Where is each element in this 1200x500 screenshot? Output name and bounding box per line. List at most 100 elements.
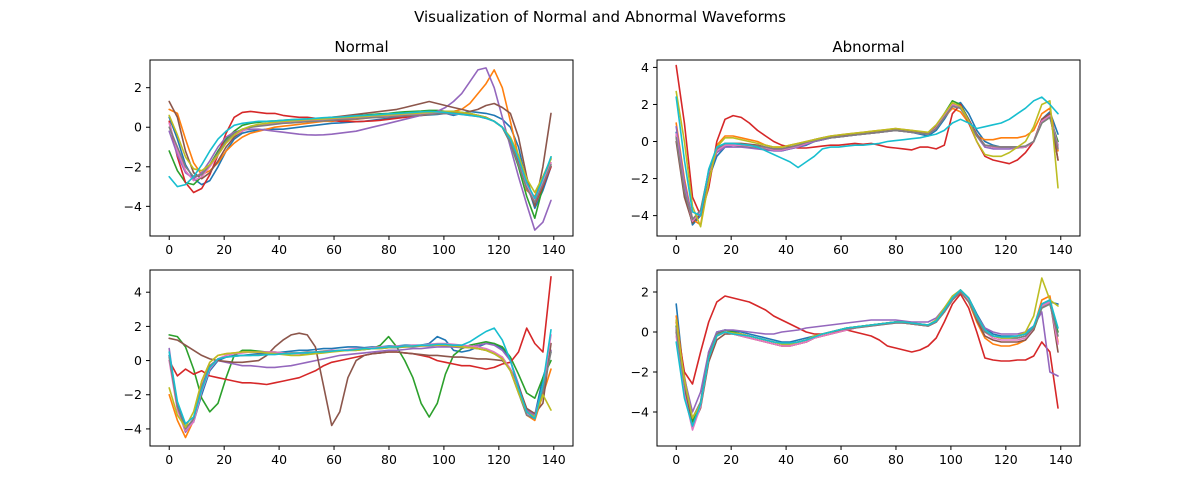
y-tick-label: −4 bbox=[631, 405, 649, 420]
x-tick-label: 120 bbox=[994, 242, 1018, 257]
x-tick-label: 120 bbox=[994, 452, 1018, 467]
x-tick-label: 40 bbox=[271, 242, 287, 257]
y-tick-label: −2 bbox=[124, 159, 142, 174]
series-line-9 bbox=[675, 90, 1059, 228]
axes-frame bbox=[149, 269, 574, 447]
series-line-5 bbox=[168, 342, 552, 434]
x-tick: 20 bbox=[216, 446, 232, 467]
x-tick: 120 bbox=[994, 236, 1018, 257]
x-tick-label: 100 bbox=[432, 242, 456, 257]
x-tick: 140 bbox=[1049, 236, 1073, 257]
series-line-6 bbox=[168, 332, 552, 427]
y-tick-label: 2 bbox=[134, 80, 142, 95]
y-tick: −2 bbox=[631, 365, 657, 380]
x-tick-label: 60 bbox=[833, 452, 849, 467]
x-tick: 140 bbox=[1049, 446, 1073, 467]
series-line-4 bbox=[675, 293, 1059, 409]
x-tick-label: 40 bbox=[271, 452, 287, 467]
x-tick-label: 0 bbox=[165, 242, 173, 257]
x-tick-label: 140 bbox=[542, 452, 566, 467]
subplot-1: 0 20 40 60 80 100 120 140 −4 −2 0 2 Normal bbox=[124, 38, 574, 257]
x-tick-label: 100 bbox=[939, 242, 963, 257]
x-tick-label: 60 bbox=[833, 242, 849, 257]
x-tick-label: 20 bbox=[216, 452, 232, 467]
x-tick-label: 120 bbox=[487, 452, 511, 467]
series-line-10 bbox=[168, 110, 552, 200]
x-tick-label: 0 bbox=[672, 242, 680, 257]
y-tick: −2 bbox=[124, 159, 150, 174]
subplot-title: Abnormal bbox=[832, 38, 904, 56]
axes-frame bbox=[149, 59, 574, 237]
x-tick: 60 bbox=[326, 446, 342, 467]
series-line-10 bbox=[675, 96, 1059, 217]
series-line-4 bbox=[675, 64, 1059, 217]
subplot-4: 0 20 40 60 80 100 120 140 −4 −2 0 2 bbox=[631, 269, 1081, 467]
x-tick: 100 bbox=[432, 446, 456, 467]
x-tick-label: 20 bbox=[723, 452, 739, 467]
x-tick-label: 80 bbox=[381, 452, 397, 467]
x-tick-label: 20 bbox=[723, 242, 739, 257]
y-tick: 0 bbox=[134, 353, 150, 368]
x-tick-label: 140 bbox=[1049, 242, 1073, 257]
y-tick-label: 2 bbox=[641, 285, 649, 300]
x-tick-label: 0 bbox=[672, 452, 680, 467]
x-tick-label: 60 bbox=[326, 242, 342, 257]
y-tick: 4 bbox=[641, 60, 657, 75]
y-tick-label: −2 bbox=[631, 171, 649, 186]
x-tick-label: 0 bbox=[165, 452, 173, 467]
series-group bbox=[168, 67, 552, 231]
x-tick: 20 bbox=[216, 236, 232, 257]
x-tick-label: 80 bbox=[381, 242, 397, 257]
y-tick: 2 bbox=[134, 319, 150, 334]
x-tick: 80 bbox=[381, 446, 397, 467]
subplot-title: Normal bbox=[334, 38, 388, 56]
x-tick: 0 bbox=[165, 236, 173, 257]
x-tick: 40 bbox=[778, 446, 794, 467]
x-tick-label: 60 bbox=[326, 452, 342, 467]
x-tick: 100 bbox=[432, 236, 456, 257]
y-tick: 0 bbox=[134, 120, 150, 135]
series-line-5 bbox=[168, 67, 552, 231]
x-tick: 140 bbox=[542, 236, 566, 257]
x-tick: 80 bbox=[888, 236, 904, 257]
series-line-6 bbox=[168, 100, 552, 208]
y-tick-label: 4 bbox=[134, 285, 142, 300]
y-tick-label: 4 bbox=[641, 60, 649, 75]
y-tick-label: 0 bbox=[641, 325, 649, 340]
subplot-3: 0 20 40 60 80 100 120 140 −4 −2 0 2 4 bbox=[124, 269, 574, 467]
series-group bbox=[675, 64, 1059, 228]
x-tick-label: 80 bbox=[888, 242, 904, 257]
y-tick-label: −4 bbox=[631, 208, 649, 223]
y-tick: −2 bbox=[631, 171, 657, 186]
y-tick-label: −4 bbox=[124, 421, 142, 436]
x-tick: 40 bbox=[778, 236, 794, 257]
x-tick: 100 bbox=[939, 236, 963, 257]
y-tick-label: 0 bbox=[641, 134, 649, 149]
x-tick-label: 20 bbox=[216, 242, 232, 257]
y-tick: 4 bbox=[134, 285, 150, 300]
x-tick: 0 bbox=[165, 446, 173, 467]
y-tick-label: 0 bbox=[134, 120, 142, 135]
series-line-5 bbox=[675, 291, 1059, 413]
x-tick: 40 bbox=[271, 236, 287, 257]
figure-title: Visualization of Normal and Abnormal Wav… bbox=[414, 8, 786, 26]
x-tick-label: 100 bbox=[432, 452, 456, 467]
x-tick-label: 120 bbox=[487, 242, 511, 257]
x-tick: 0 bbox=[672, 236, 680, 257]
x-tick: 20 bbox=[723, 446, 739, 467]
y-tick-label: 2 bbox=[134, 319, 142, 334]
x-tick-label: 100 bbox=[939, 452, 963, 467]
y-tick: 2 bbox=[134, 80, 150, 95]
x-tick: 60 bbox=[833, 236, 849, 257]
x-tick: 100 bbox=[939, 446, 963, 467]
series-line-9 bbox=[168, 344, 552, 429]
y-tick: 0 bbox=[641, 134, 657, 149]
x-tick: 120 bbox=[994, 446, 1018, 467]
y-tick-label: −2 bbox=[631, 365, 649, 380]
axes-frame bbox=[656, 59, 1081, 237]
x-tick: 80 bbox=[381, 236, 397, 257]
x-tick: 80 bbox=[888, 446, 904, 467]
series-line-10 bbox=[675, 289, 1059, 427]
axes-frame bbox=[656, 269, 1081, 447]
